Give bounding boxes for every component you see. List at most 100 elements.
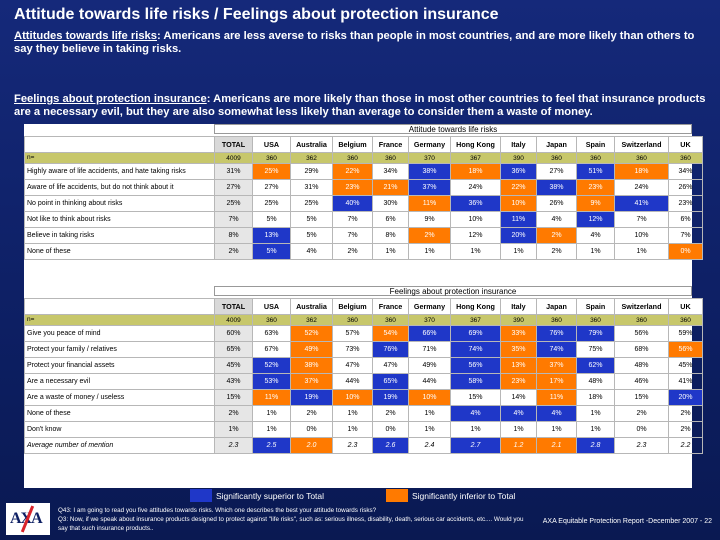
header-blank-cell: [24, 136, 215, 153]
value-cell: 47%: [332, 357, 373, 374]
paragraph-life-risks-heading: Attitudes towards life risks: [14, 30, 157, 42]
value-cell: 24%: [450, 179, 501, 196]
sample-size-cell: 4009: [214, 152, 253, 164]
sample-size-cell: 360: [576, 314, 615, 326]
value-cell: 71%: [408, 341, 451, 358]
value-cell: 20%: [668, 389, 703, 406]
row-label: Protect your financial assets: [24, 357, 215, 374]
sample-size-cell: 360: [372, 152, 409, 164]
value-cell: 35%: [500, 341, 537, 358]
value-cell: 4%: [450, 405, 501, 422]
value-cell: 63%: [252, 325, 291, 342]
value-cell: 48%: [614, 357, 669, 374]
sample-size-cell: 360: [614, 314, 669, 326]
table-row: Believe in taking risks 8% 13% 5% 7% 8% 2% 12% 2…: [24, 227, 703, 244]
value-cell: 25%: [290, 195, 333, 212]
value-cell: 15%: [214, 389, 253, 406]
value-cell: 5%: [252, 211, 291, 228]
table-row: Don't know 1% 1% 0% 1% 0% 1% 1% 1% 1% 1% 0% 2%: [24, 421, 703, 438]
column-header: UK: [668, 298, 703, 315]
legend-inferior-swatch: [386, 489, 408, 502]
table-row: Give you peace of mind 60% 63% 52% 57% 54% 66%…: [24, 325, 703, 342]
protection-insurance-table: TOTAL USA Australia Belgium France Germany Hon…: [24, 298, 703, 454]
table-row: Aware of life accidents, but do not thin…: [24, 179, 703, 196]
value-cell: 2.8: [576, 437, 615, 454]
value-cell: 4%: [500, 405, 537, 422]
legend-superior-label: Significantly superior to Total: [216, 490, 325, 501]
value-cell: 27%: [214, 179, 253, 196]
value-cell: 2%: [668, 421, 703, 438]
value-cell: 2.3: [332, 437, 373, 454]
value-cell: 4%: [290, 243, 333, 260]
value-cell: 58%: [450, 373, 501, 390]
value-cell: 10%: [332, 389, 373, 406]
value-cell: 41%: [614, 195, 669, 212]
column-header: Spain: [576, 136, 615, 153]
value-cell: 1%: [576, 405, 615, 422]
sample-size-cell: 362: [290, 314, 333, 326]
value-cell: 49%: [408, 357, 451, 374]
table-row: Highly aware of life accidents, and hate…: [24, 163, 703, 180]
value-cell: 76%: [372, 341, 409, 358]
value-cell: 11%: [252, 389, 291, 406]
sample-size-cell: 360: [576, 152, 615, 164]
value-cell: 2%: [536, 227, 577, 244]
value-cell: 17%: [536, 373, 577, 390]
column-header: Italy: [500, 136, 537, 153]
value-cell: 4%: [536, 211, 577, 228]
value-cell: 1%: [536, 421, 577, 438]
value-cell: 0%: [668, 243, 703, 260]
sample-size-cell: 370: [408, 314, 451, 326]
column-header: USA: [252, 298, 291, 315]
value-cell: 1%: [450, 243, 501, 260]
column-header: France: [372, 136, 409, 153]
value-cell: 5%: [252, 243, 291, 260]
value-cell: 18%: [576, 389, 615, 406]
value-cell: 2.2: [668, 437, 703, 454]
column-header: Spain: [576, 298, 615, 315]
sample-size-cell: 367: [450, 314, 501, 326]
column-header: Hong Kong: [450, 298, 501, 315]
value-cell: 18%: [450, 163, 501, 180]
value-cell: 5%: [290, 227, 333, 244]
value-cell: 2.5: [252, 437, 291, 454]
row-label: None of these: [24, 243, 215, 260]
value-cell: 34%: [372, 163, 409, 180]
value-cell: 37%: [290, 373, 333, 390]
sample-size-cell: 360: [252, 152, 291, 164]
value-cell: 6%: [372, 211, 409, 228]
value-cell: 48%: [576, 373, 615, 390]
value-cell: 15%: [614, 389, 669, 406]
column-header: Japan: [536, 136, 577, 153]
value-cell: 56%: [450, 357, 501, 374]
row-label: No point in thinking about risks: [24, 195, 215, 212]
value-cell: 1%: [408, 405, 451, 422]
value-cell: 1%: [576, 243, 615, 260]
value-cell: 26%: [668, 179, 703, 196]
value-cell: 41%: [668, 373, 703, 390]
column-header: Switzerland: [614, 298, 669, 315]
life-risks-table: TOTAL USA Australia Belgium France Germany Hon…: [24, 136, 703, 260]
sample-size-cell: 360: [668, 152, 703, 164]
table-row: Not like to think about risks 7% 5% 5% 7% 6% 9…: [24, 211, 703, 228]
legend-superior-swatch: [190, 489, 212, 502]
value-cell: 2%: [332, 243, 373, 260]
value-cell: 23%: [500, 373, 537, 390]
value-cell: 23%: [332, 179, 373, 196]
sample-size-cell: 360: [332, 152, 373, 164]
table-row: Average number of mention 2.3 2.5 2.0 2.3 2.6…: [24, 437, 703, 454]
value-cell: 52%: [290, 325, 333, 342]
value-cell: 2%: [668, 405, 703, 422]
sample-size-label: n=: [24, 152, 215, 164]
legend-inferior-label: Significantly inferior to Total: [412, 490, 516, 501]
value-cell: 1%: [500, 243, 537, 260]
value-cell: 1%: [576, 421, 615, 438]
value-cell: 67%: [252, 341, 291, 358]
value-cell: 9%: [576, 195, 615, 212]
value-cell: 0%: [372, 421, 409, 438]
value-cell: 7%: [332, 227, 373, 244]
value-cell: 2.6: [372, 437, 409, 454]
value-cell: 36%: [500, 163, 537, 180]
sample-size-cell: 360: [668, 314, 703, 326]
row-label: Believe in taking risks: [24, 227, 215, 244]
